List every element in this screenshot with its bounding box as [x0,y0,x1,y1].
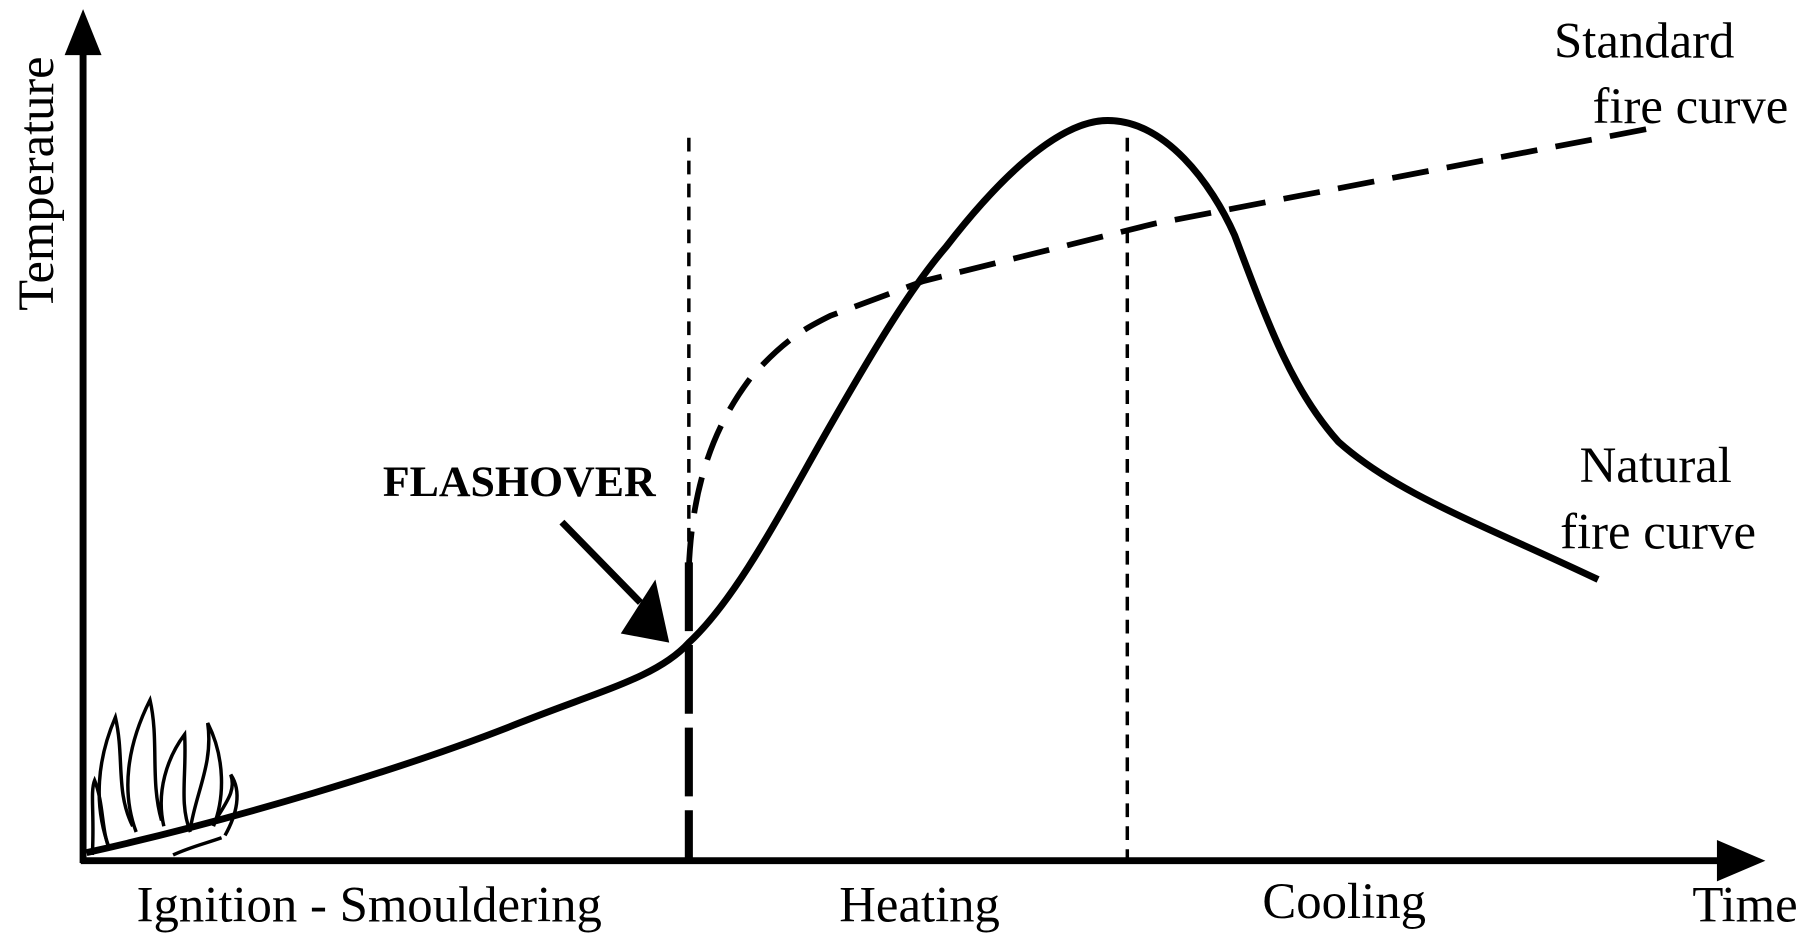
y-axis-arrow [64,9,102,56]
x-axis-arrow [1716,840,1766,882]
flashover-label: FLASHOVER [383,458,656,506]
standard-curve-label: fire curve [1592,78,1788,134]
phase-label: Heating [839,877,1000,933]
natural-curve-label: fire curve [1560,504,1756,560]
y-axis-label: Temperature [8,56,64,310]
standard-curve-label: Standard [1554,13,1734,69]
phase-label: Ignition - Smouldering [137,877,602,933]
x-axis-label: Time [1692,877,1797,933]
flashover-arrow [559,519,643,605]
phase-label: Cooling [1262,873,1426,929]
natural-curve-label: Natural [1580,437,1732,493]
standard-fire-curve [685,123,1663,569]
flame-icon [90,694,239,857]
flashover-arrowhead [620,579,670,643]
natural-fire-curve [85,117,1600,857]
